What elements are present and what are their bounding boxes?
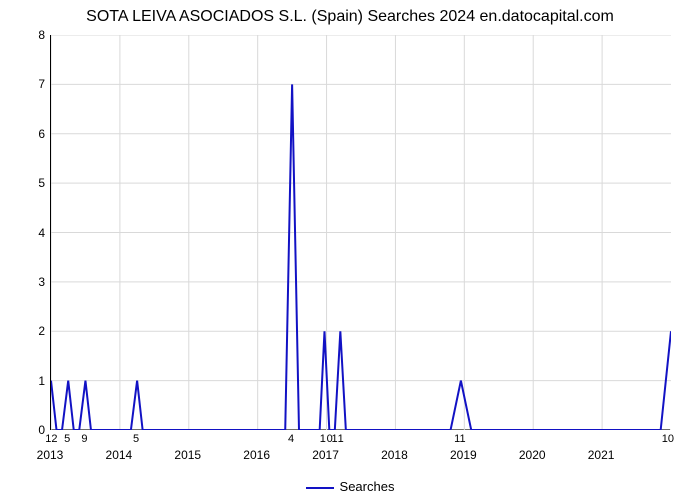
- plot-area: [50, 35, 670, 430]
- y-tick-label: 8: [5, 28, 45, 42]
- x-minor-label: 1: [320, 433, 326, 445]
- x-major-label: 2017: [312, 448, 339, 462]
- chart-svg: [51, 35, 671, 430]
- x-minor-label: 12: [45, 433, 57, 445]
- grid-lines: [51, 35, 671, 430]
- y-tick-label: 1: [5, 374, 45, 388]
- x-minor-label: 5: [64, 433, 70, 445]
- x-minor-label: 5: [133, 433, 139, 445]
- y-tick-label: 0: [5, 423, 45, 437]
- x-major-label: 2021: [588, 448, 615, 462]
- y-tick-label: 3: [5, 275, 45, 289]
- y-tick-label: 6: [5, 127, 45, 141]
- legend-label: Searches: [340, 479, 395, 494]
- x-minor-label: 1: [338, 433, 344, 445]
- y-tick-label: 4: [5, 226, 45, 240]
- x-major-label: 2016: [243, 448, 270, 462]
- x-minor-label: 10: [662, 433, 674, 445]
- x-major-label: 2015: [174, 448, 201, 462]
- line-chart: SOTA LEIVA ASOCIADOS S.L. (Spain) Search…: [0, 0, 700, 500]
- y-tick-label: 7: [5, 77, 45, 91]
- series-line: [51, 84, 671, 430]
- x-minor-label: 9: [81, 433, 87, 445]
- x-major-label: 2019: [450, 448, 477, 462]
- x-major-label: 2018: [381, 448, 408, 462]
- y-tick-label: 2: [5, 324, 45, 338]
- x-minor-label: 11: [454, 433, 465, 445]
- x-major-label: 2014: [106, 448, 133, 462]
- x-minor-label: 1: [331, 433, 337, 445]
- y-tick-label: 5: [5, 176, 45, 190]
- x-minor-label: 4: [288, 433, 294, 445]
- x-major-label: 2013: [37, 448, 64, 462]
- x-major-label: 2020: [519, 448, 546, 462]
- chart-title: SOTA LEIVA ASOCIADOS S.L. (Spain) Search…: [0, 8, 700, 26]
- legend: Searches: [0, 479, 700, 494]
- legend-swatch: [306, 487, 334, 489]
